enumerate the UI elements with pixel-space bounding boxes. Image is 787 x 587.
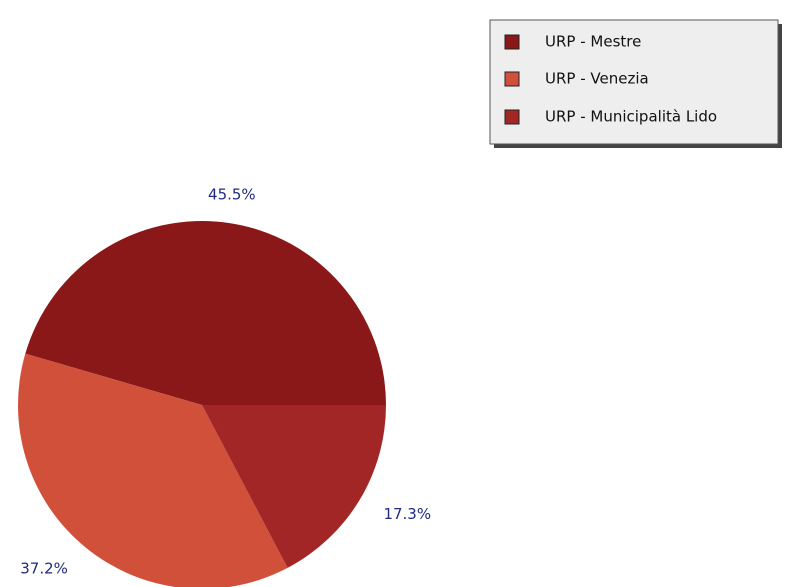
- legend-label: URP - Municipalità Lido: [545, 108, 717, 126]
- pie-slice: [25, 220, 386, 405]
- legend-label: URP - Mestre: [545, 33, 641, 51]
- pie-slice: [18, 353, 288, 587]
- legend-swatch: [504, 71, 520, 87]
- legend-label: URP - Venezia: [545, 70, 649, 88]
- legend: [489, 19, 779, 145]
- value-label: 17.3%: [383, 505, 431, 523]
- legend-swatch: [504, 34, 520, 50]
- value-label: 37.2%: [20, 560, 68, 578]
- legend-swatch: [504, 109, 520, 125]
- value-label: 45.5%: [208, 186, 256, 204]
- pie-slice: [202, 405, 387, 568]
